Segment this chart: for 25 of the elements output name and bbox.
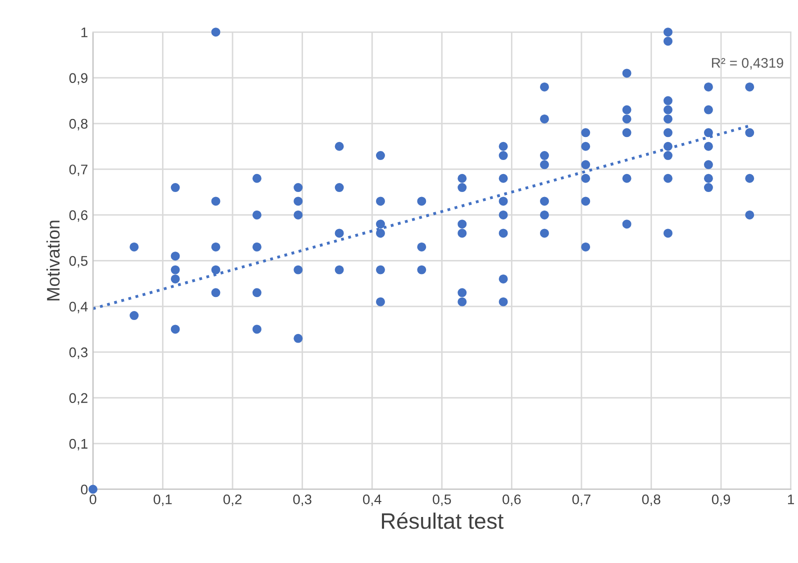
y-tick-label: 0,3 [69, 347, 88, 359]
y-tick-label: 0,9 [69, 73, 88, 85]
x-tick-label: 0,8 [642, 494, 660, 506]
y-tick-label: 1 [81, 28, 88, 38]
y-tick-label: 0 [80, 484, 88, 494]
x-axis-title: Résultat test [382, 512, 504, 529]
annotation: R² = 0,4319 [712, 58, 784, 70]
y-tick-label: 0,2 [69, 393, 88, 405]
y-tick-label: 0,4 [69, 302, 88, 314]
y-axis-title: Motivation [46, 220, 60, 300]
y-tick-label: 0,5 [69, 256, 88, 268]
x-tick-label: 0,1 [154, 494, 172, 506]
y-tick-label: 0,7 [69, 164, 88, 176]
x-tick-label: 0,6 [502, 494, 521, 506]
x-tick-label: 0,4 [362, 494, 382, 506]
y-tick-label: 0,8 [69, 118, 88, 130]
x-tick-label: 0,5 [432, 494, 451, 506]
x-tick-label: 0,7 [572, 494, 590, 506]
x-tick-label: 0 [90, 494, 96, 504]
x-tick-label: 0,3 [293, 494, 312, 506]
y-tick-label: 0,1 [69, 438, 88, 450]
x-tick-label: 0,9 [712, 494, 730, 506]
x-tick-label: 0,2 [223, 494, 242, 506]
x-tick-label: 1 [788, 494, 794, 504]
y-tick-label: 0,6 [69, 210, 88, 222]
